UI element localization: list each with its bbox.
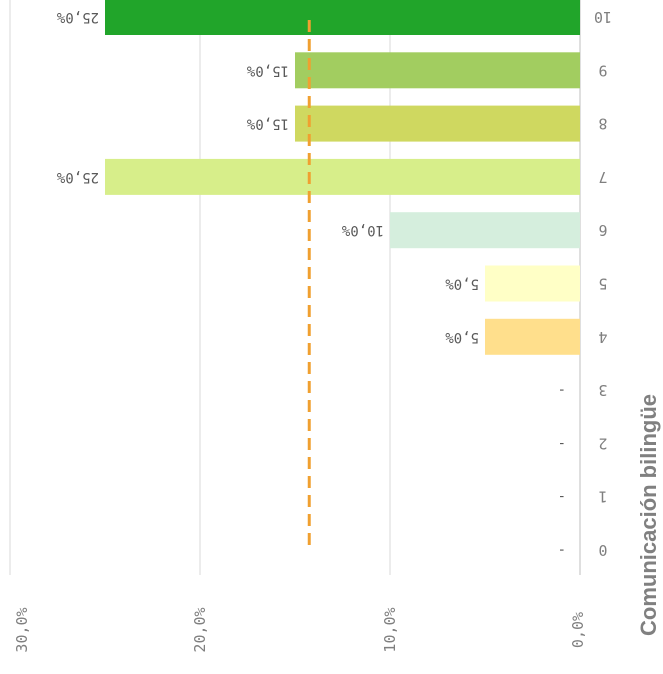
data-label-8: 15,0% (246, 116, 289, 132)
data-label-9: 15,0% (246, 62, 289, 78)
bars (105, 0, 580, 355)
category-labels: 0 1 2 3 4 5 6 7 8 9 10 (594, 8, 612, 559)
bar-7 (105, 158, 580, 195)
category-label-2: 2 (598, 434, 607, 452)
data-label-6: 10,0% (341, 222, 384, 238)
axis-title: Comunicación bilingüe (636, 394, 661, 636)
data-label-3: - (558, 382, 566, 398)
bar-5 (485, 265, 580, 302)
category-label-0: 0 (598, 541, 607, 559)
data-labels: - - - - 5,0% 5,0% 10,0% 25,0% 15,0% 15,0% 25,0% (56, 9, 566, 558)
data-label-10: 25,0% (56, 9, 99, 25)
data-label-4: 5,0% (445, 329, 479, 345)
category-label-7: 7 (598, 168, 607, 186)
data-label-0: - (558, 542, 566, 558)
tick-labels: 0,0% 10,0% 20,0% 30,0% (13, 607, 587, 652)
bar-10 (105, 0, 580, 35)
category-label-8: 8 (598, 115, 607, 133)
category-label-3: 3 (598, 381, 607, 399)
category-label-9: 9 (598, 61, 607, 79)
category-label-1: 1 (598, 488, 607, 506)
category-label-4: 4 (598, 328, 607, 346)
bar-4 (485, 318, 580, 355)
data-label-7: 25,0% (56, 169, 99, 185)
data-label-1: - (558, 489, 566, 505)
bar-9 (295, 52, 580, 89)
category-label-6: 6 (598, 221, 607, 239)
bar-6 (390, 212, 580, 249)
tick-label-20: 20,0% (191, 607, 209, 652)
bar-8 (295, 105, 580, 142)
data-label-5: 5,0% (445, 276, 479, 292)
tick-label-30: 30,0% (13, 607, 31, 652)
tick-label-0: 0,0% (569, 612, 587, 648)
category-label-5: 5 (598, 275, 607, 293)
category-label-10: 10 (594, 8, 612, 26)
tick-label-10: 10,0% (381, 607, 399, 652)
data-label-2: - (558, 435, 566, 451)
